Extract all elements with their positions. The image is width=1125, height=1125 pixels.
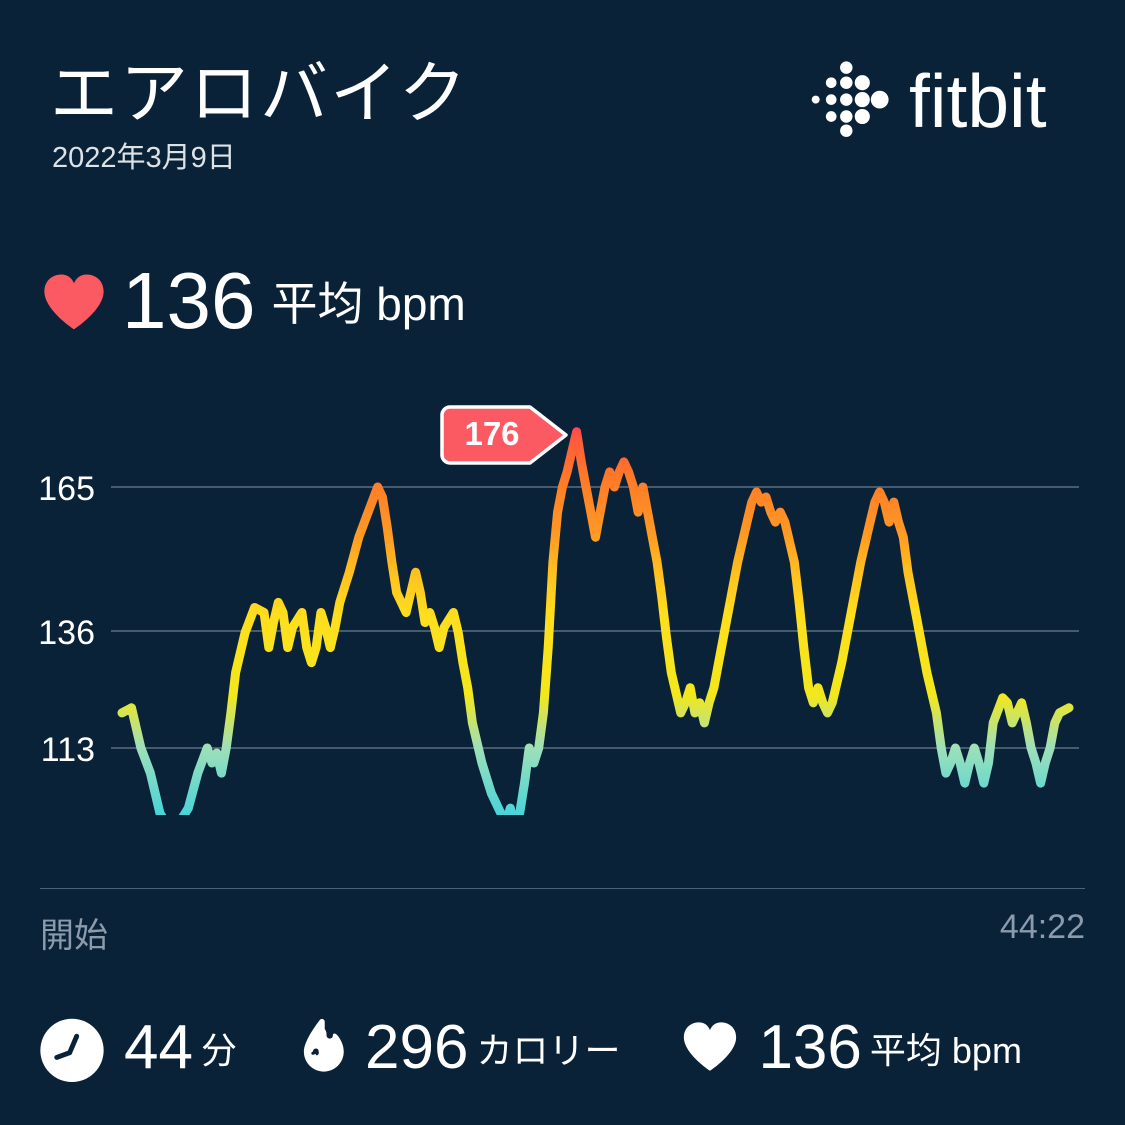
svg-text:136: 136 bbox=[38, 614, 95, 652]
svg-text:176: 176 bbox=[464, 415, 519, 452]
svg-text:165: 165 bbox=[38, 470, 95, 508]
svg-text:113: 113 bbox=[41, 731, 95, 769]
